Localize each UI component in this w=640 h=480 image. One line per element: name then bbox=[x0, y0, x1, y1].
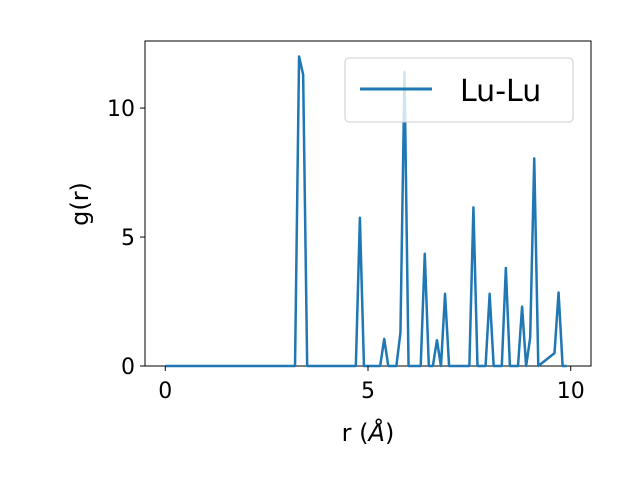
x-tick-label: 10 bbox=[557, 379, 585, 404]
legend-label: Lu-Lu bbox=[460, 74, 541, 109]
legend: Lu-Lu bbox=[344, 57, 574, 123]
x-axis: 0 5 10 bbox=[158, 366, 585, 404]
legend-box bbox=[344, 57, 574, 123]
series-line-0 bbox=[165, 55, 567, 368]
y-axis: 0 5 10 bbox=[107, 97, 145, 380]
y-tick-label: 0 bbox=[121, 355, 135, 380]
x-tick-label: 5 bbox=[361, 379, 375, 404]
y-tick-label: 10 bbox=[107, 97, 135, 122]
y-axis-label: g(r) bbox=[66, 182, 94, 226]
x-axis-label: r (Å) bbox=[342, 418, 395, 447]
x-tick-label: 0 bbox=[158, 379, 172, 404]
y-tick-label: 5 bbox=[121, 226, 135, 251]
